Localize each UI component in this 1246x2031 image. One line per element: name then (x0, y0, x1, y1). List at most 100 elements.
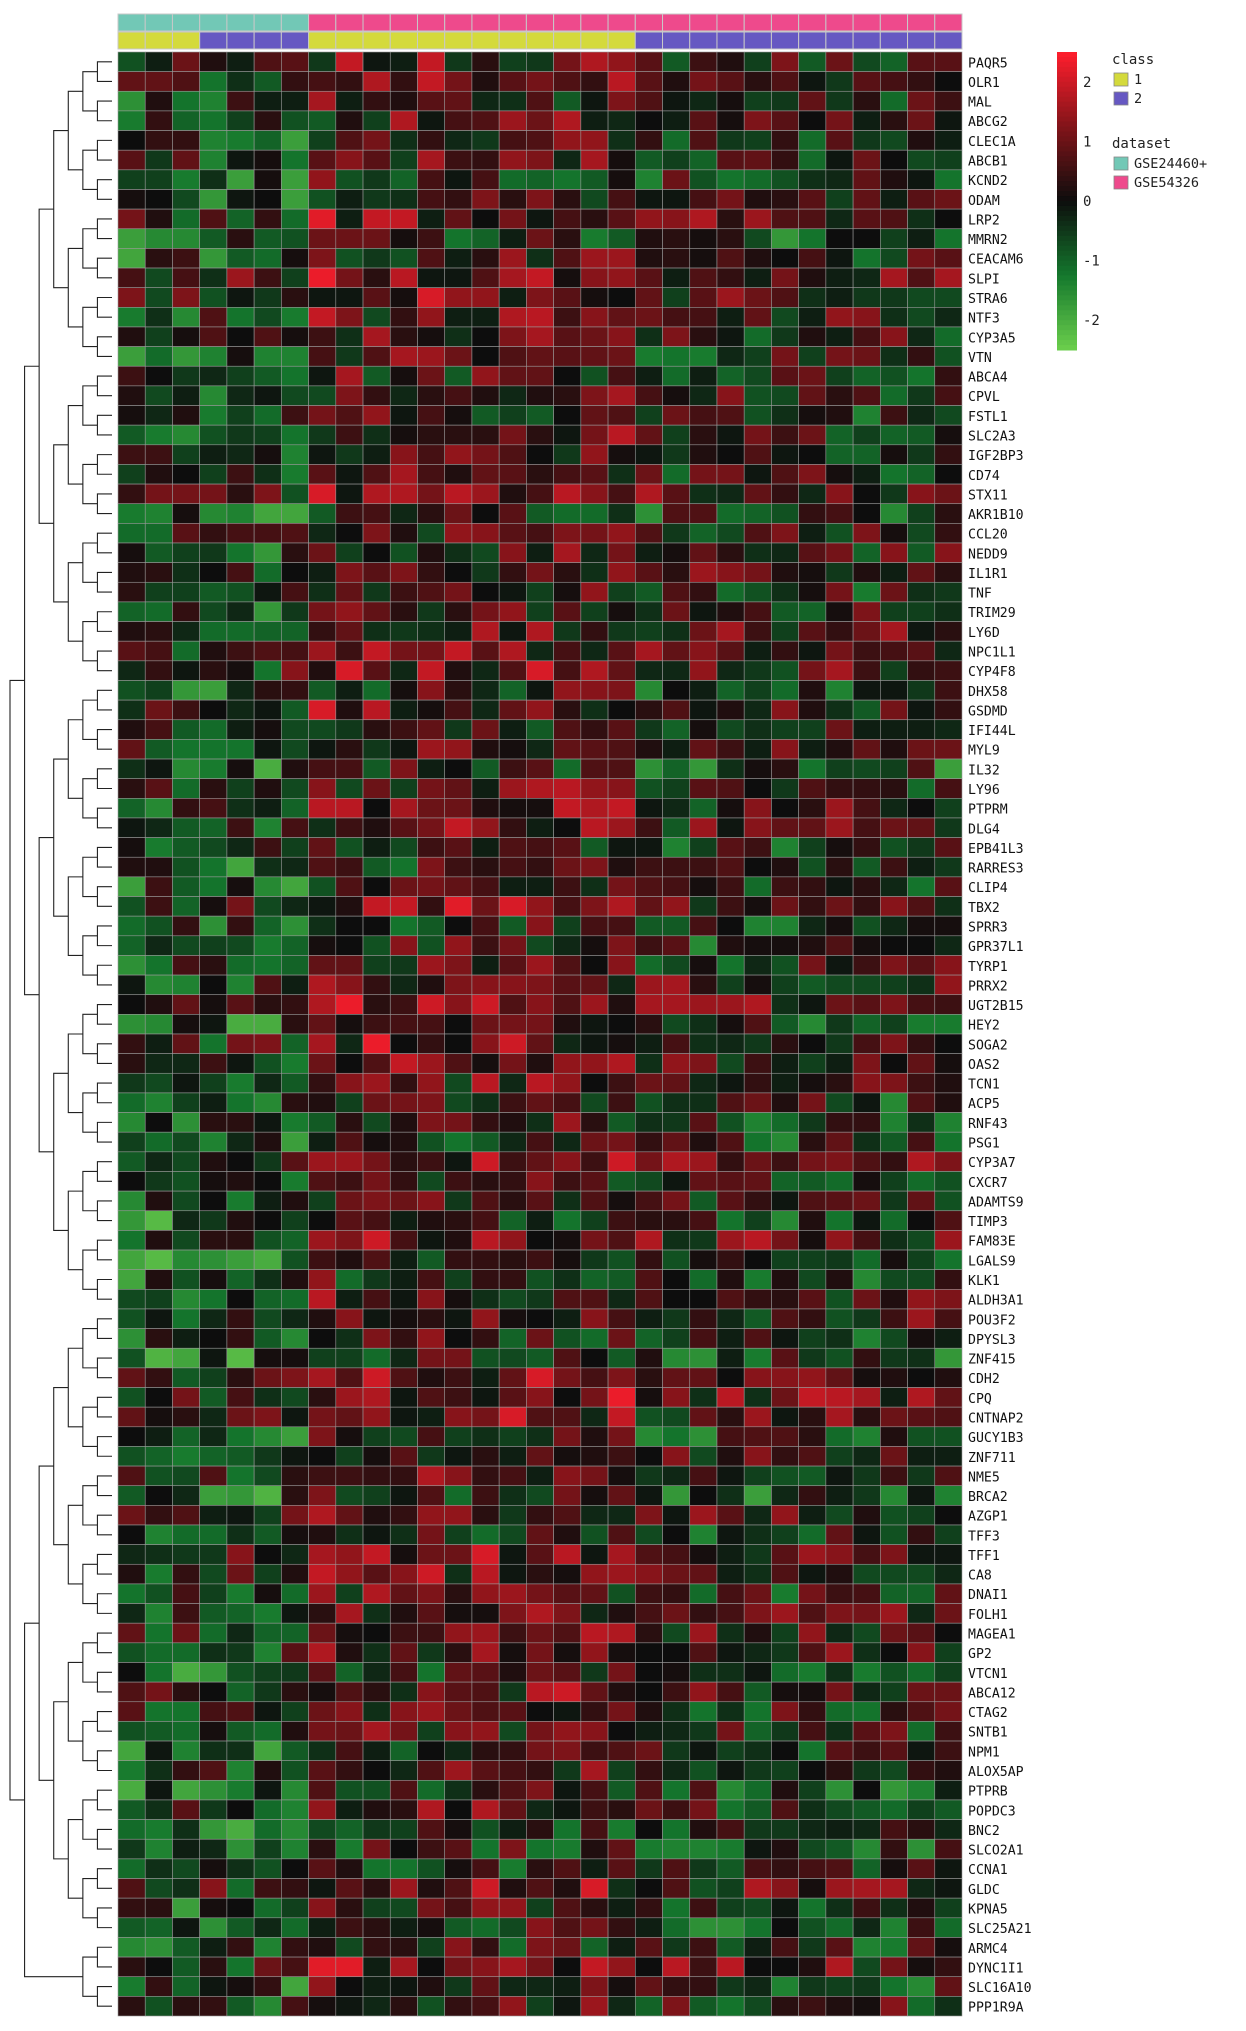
heatmap-cell (498, 385, 527, 406)
heatmap-cell (743, 1937, 772, 1958)
class-annotation-cell (498, 31, 527, 50)
heatmap-cell (471, 1328, 500, 1349)
heatmap-cell (662, 1072, 691, 1094)
heatmap-cell (580, 1308, 609, 1329)
heatmap-cell (716, 248, 745, 269)
heatmap-cell (199, 71, 228, 92)
heatmap-cell (226, 1053, 255, 1074)
heatmap-cell (662, 1190, 691, 1212)
heatmap-cell (880, 1819, 908, 1840)
heatmap-cell (389, 1563, 418, 1585)
heatmap-cell (689, 856, 718, 878)
heatmap-cell (199, 1583, 228, 1604)
dataset-annotation-cell (662, 13, 691, 32)
heatmap-cell (852, 876, 881, 897)
heatmap-cell (498, 1878, 527, 1899)
heatmap-cell (144, 778, 173, 799)
heatmap-cell (117, 405, 146, 426)
heatmap-cell (444, 287, 473, 308)
row-label: CNTNAP2 (968, 1411, 1024, 1426)
heatmap-cell (172, 1426, 200, 1447)
heatmap-cell (771, 1917, 799, 1938)
heatmap-cell (934, 464, 963, 485)
heatmap-cell (798, 719, 827, 740)
heatmap-cell (634, 287, 663, 308)
heatmap-cell (389, 1996, 418, 2017)
heatmap-cell (362, 680, 391, 701)
heatmap-cell (417, 483, 446, 505)
heatmap-cell (172, 1053, 200, 1074)
heatmap-cell (335, 208, 364, 230)
heatmap-cell (689, 1662, 718, 1683)
heatmap-cell (716, 1210, 745, 1231)
heatmap-cell (716, 326, 745, 347)
heatmap-cell (281, 896, 309, 917)
row-label: LGALS9 (968, 1254, 1016, 1269)
heatmap-cell (117, 1838, 146, 1860)
heatmap-cell (743, 346, 772, 367)
heatmap-cell (689, 1014, 718, 1035)
heatmap-cell (253, 169, 282, 190)
heatmap-cell (389, 955, 418, 976)
heatmap-cell (634, 130, 663, 151)
heatmap-cell (389, 798, 418, 819)
heatmap-cell (417, 1858, 446, 1879)
heatmap-cell (771, 307, 799, 328)
heatmap-cell (662, 1092, 691, 1113)
heatmap-cell (471, 1249, 500, 1270)
heatmap-cell (144, 1799, 173, 1820)
heatmap-cell (389, 542, 418, 563)
heatmap-cell (117, 739, 146, 760)
heatmap-cell (825, 1956, 854, 1978)
heatmap-cell (444, 1367, 473, 1388)
heatmap-cell (226, 1328, 255, 1349)
heatmap-cell (662, 1328, 691, 1349)
heatmap-cell (934, 71, 963, 92)
heatmap-cell (117, 346, 146, 367)
heatmap-cell (253, 1838, 282, 1860)
heatmap-cell (580, 287, 609, 308)
heatmap-cell (471, 601, 500, 622)
heatmap-cell (716, 876, 745, 897)
heatmap-cell (417, 1053, 446, 1074)
heatmap-cell (689, 1249, 718, 1270)
heatmap-cell (444, 1976, 473, 1997)
heatmap-cell (934, 660, 963, 681)
color-scale-step (1057, 131, 1077, 137)
heatmap-cell (852, 1897, 881, 1919)
heatmap-cell (444, 581, 473, 603)
heatmap-cell (389, 444, 418, 465)
heatmap-cell (471, 1976, 500, 1997)
heatmap-cell (498, 189, 527, 210)
color-scale-step (1057, 215, 1077, 222)
heatmap-cell (825, 640, 854, 662)
heatmap-cell (471, 1838, 500, 1860)
heatmap-cell (362, 523, 391, 544)
heatmap-cell (825, 71, 854, 92)
row-label: LY96 (968, 783, 1000, 798)
heatmap-cell (526, 896, 554, 917)
heatmap-cell (498, 1446, 527, 1467)
heatmap-cell (607, 1858, 636, 1879)
heatmap-cell (743, 581, 772, 603)
heatmap-cell (526, 405, 554, 426)
heatmap-cell (444, 1072, 473, 1094)
heatmap-cell (335, 1426, 364, 1447)
heatmap-cell (771, 1544, 799, 1565)
legend-item-label: 2 (1134, 91, 1142, 107)
heatmap-cell (526, 248, 554, 269)
heatmap-cell (335, 1956, 364, 1978)
heatmap-cell (852, 837, 881, 858)
heatmap-cell (580, 405, 609, 426)
heatmap-cell (389, 110, 418, 131)
heatmap-cell (526, 365, 554, 387)
heatmap-cell (553, 955, 582, 976)
heatmap-cell (634, 189, 663, 210)
heatmap-cell (580, 1681, 609, 1703)
heatmap-cell (580, 1289, 609, 1310)
heatmap-cell (880, 1210, 908, 1231)
heatmap-cell (607, 267, 636, 288)
heatmap-cell (117, 758, 146, 779)
heatmap-cell (526, 208, 554, 230)
class-annotation-cell (444, 31, 473, 50)
